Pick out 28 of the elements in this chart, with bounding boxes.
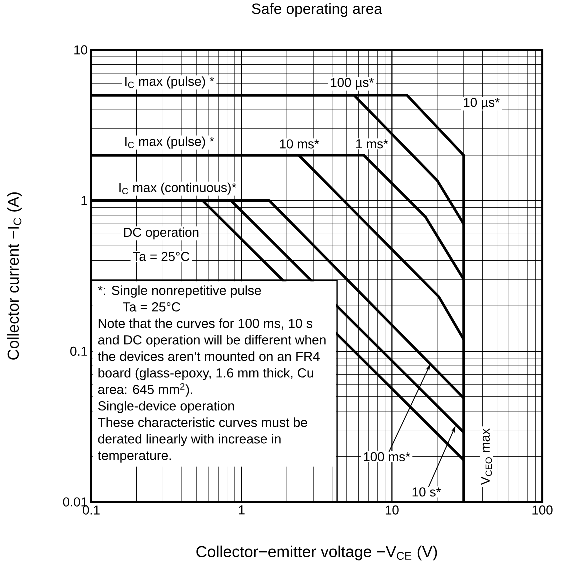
x-tick-label: 1 <box>239 506 245 515</box>
annotation: These characteristic curves must be derated linearly with increase in temperature. <box>98 418 308 463</box>
annotation: I$_{C}$ max (continuous)* <box>120 182 237 195</box>
series-label: 10 ms* <box>280 140 320 149</box>
x-tick-label: 10 <box>386 506 399 515</box>
annotation: I$_{C}$ max (pulse) * <box>126 76 215 89</box>
y-tick-label: 0.01 <box>63 498 88 507</box>
y-tick-label: 1 <box>82 196 88 206</box>
text: 10 µs* <box>464 98 500 110</box>
annotation: Ta = 25°C <box>133 252 190 262</box>
x-tick-label: 100 <box>532 506 553 515</box>
annotation: V$_{CEO}$ max <box>481 428 492 486</box>
y-tick-label: 0.1 <box>70 346 88 356</box>
annotation: *: Single nonrepetitive pulse <box>98 286 262 298</box>
annotation: Ta = 25°C <box>123 302 181 312</box>
x-axis-title: Collector−emitter voltage −V$_{CE}$ (V) <box>196 546 438 561</box>
annotation: Single-device operation <box>98 401 234 414</box>
series-label: 1 ms* <box>356 140 388 149</box>
annotation: I$_{C}$ max (pulse) * <box>126 136 215 149</box>
annotation: Note that the curves for 100 ms, 10 s and DC operation will be different when the devices aren’t mounted on an FR4 board (glass-epoxy, 1.6 mm thick, Cu area: 645 mm$^{2}$). <box>98 318 326 397</box>
y-tick-label: 10 <box>74 46 88 55</box>
annotation: 10 s* <box>412 488 442 497</box>
x-tick-label: 0.1 <box>83 506 100 515</box>
annotation: 100 ms* <box>364 452 411 462</box>
y-axis-title: Collector current −I$_{C}$ (A) <box>8 192 22 360</box>
series-label: DC operation <box>124 228 199 240</box>
series-label: 100 µs* <box>331 78 374 90</box>
chart-title: Safe operating area <box>252 3 383 18</box>
